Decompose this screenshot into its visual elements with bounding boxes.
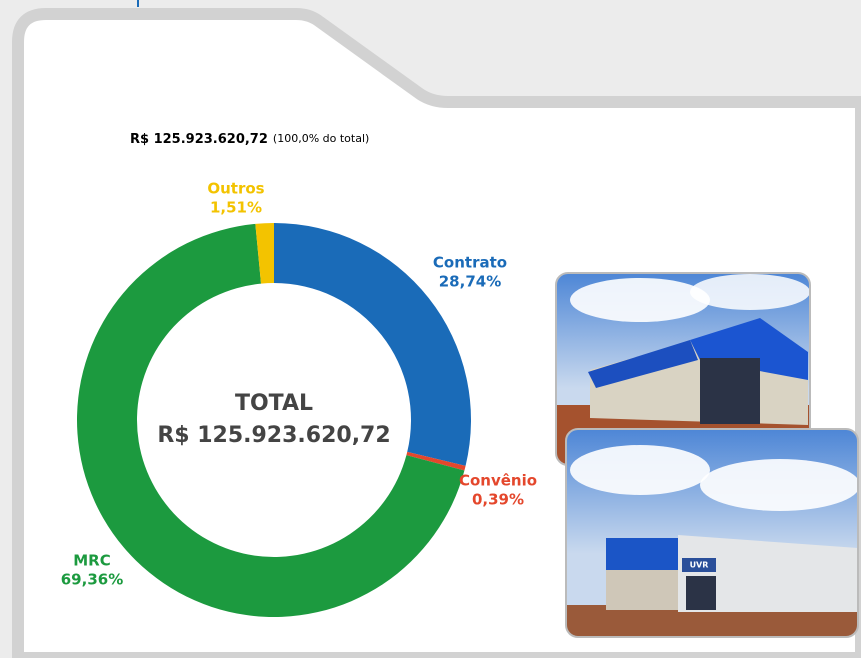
donut-slice [406,451,466,471]
slice-name: Convênio [459,472,537,490]
slice-name: Outros [207,180,264,198]
photo-2: UVR [565,428,859,638]
donut-chart [77,223,471,617]
donut-slice [274,223,471,466]
slice-value: 0,39% [472,491,524,509]
total-header: R$ 125.923.620,72 (100,0% do total) [130,132,369,147]
slice-value: 28,74% [439,273,501,291]
slice-name: MRC [73,552,111,570]
center-label: TOTAL [235,391,313,416]
donut-slice [77,223,465,617]
total-note: (100,0% do total) [273,132,369,145]
slice-value: 69,36% [61,571,123,589]
slice-name: Contrato [433,254,507,272]
photo-sign: UVR [690,561,709,570]
photo-1 [555,272,811,466]
total-amount: R$ 125.923.620,72 [130,132,268,147]
donut-slice [255,223,274,284]
slice-value: 1,51% [210,199,262,217]
center-value: R$ 125.923.620,72 [157,423,390,448]
